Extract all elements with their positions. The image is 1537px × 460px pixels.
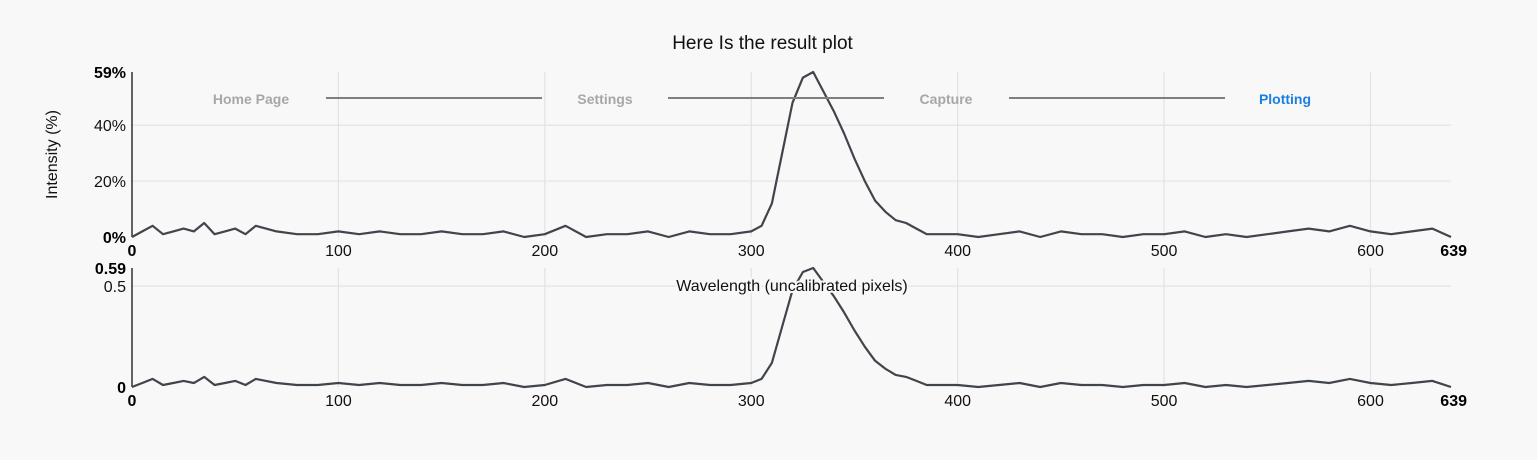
x-tick-label: 0 xyxy=(128,243,137,260)
wizard-connector xyxy=(1009,97,1225,99)
x-tick-label: 600 xyxy=(1357,243,1384,260)
x-tick-label: 0 xyxy=(128,393,137,410)
wizard-connector xyxy=(668,97,884,99)
spectrum-line xyxy=(131,70,1452,239)
y-tick-label: 59% xyxy=(94,65,126,82)
y-tick-label: 0.5 xyxy=(104,279,126,296)
y-tick-label: 20% xyxy=(94,174,126,191)
x-tick-label: 500 xyxy=(1151,243,1178,260)
x-tick-label: 200 xyxy=(531,393,558,410)
x-tick-label: 500 xyxy=(1151,393,1178,410)
y-tick-label: 40% xyxy=(94,118,126,135)
y-tick-label: 0.59 xyxy=(95,261,126,278)
x-tick-label: 639 xyxy=(1440,393,1467,410)
x-tick-label: 600 xyxy=(1357,393,1384,410)
x-tick-label: 300 xyxy=(738,393,765,410)
y-tick-label: 0 xyxy=(117,380,126,397)
plot-title: Here Is the result plot xyxy=(672,33,853,54)
wizard-step-home-page[interactable]: Home Page xyxy=(212,91,290,107)
y-tick-label: 0% xyxy=(103,230,126,247)
spectrum-line xyxy=(131,266,1452,389)
chart-1: 0 100 200 300 400 500 600 639 0% 20% 40% 59% Intensi… xyxy=(44,65,1467,260)
x-tick-label: 100 xyxy=(325,243,352,260)
chart-2: 0 100 200 300 400 500 600 639 0 0.50.59 Wavelength… xyxy=(95,261,1467,410)
x-tick-label: 400 xyxy=(944,393,971,410)
wizard-step-plotting[interactable]: Plotting xyxy=(1258,91,1312,107)
x-axis-title: Wavelength (uncalibrated pixels) xyxy=(676,278,908,295)
x-tick-label: 300 xyxy=(738,243,765,260)
wizard-step-settings[interactable]: Settings xyxy=(577,91,633,107)
x-tick-label: 400 xyxy=(944,243,971,260)
y-axis-title: Intensity (%) xyxy=(44,110,61,199)
wizard-connector xyxy=(326,97,542,99)
x-tick-label: 100 xyxy=(325,393,352,410)
x-tick-label: 200 xyxy=(531,243,558,260)
wizard-step-capture[interactable]: Capture xyxy=(919,91,973,107)
x-tick-label: 639 xyxy=(1440,243,1467,260)
